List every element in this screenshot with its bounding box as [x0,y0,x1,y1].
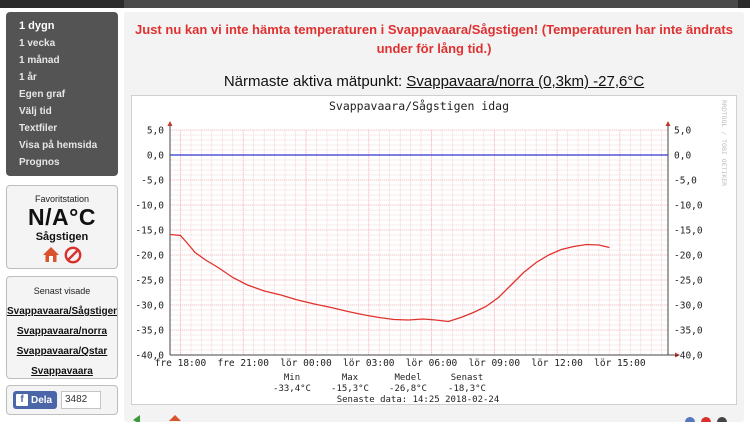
chart-title: Svappavaara/Sågstigen idag [329,99,509,113]
y-tick-label-right: -15,0 [674,226,703,237]
y-tick-label-left: -30,0 [135,301,164,312]
stat-value: -15,3°C [331,384,369,394]
x-tick-label: lör 06:00 [406,358,458,369]
recent-stations-panel: Senast visade Svappavaara/Sågstigen Svap… [6,276,118,379]
x-tick-label: lör 15:00 [594,358,646,369]
stat-label: Min [284,373,300,383]
period-menu: 1 dygn 1 vecka 1 månad 1 år Egen graf Välj ti… [6,12,118,176]
menu-item[interactable]: Egen graf [19,89,66,100]
menu-item[interactable]: 1 dygn [19,20,55,32]
top-bar [0,0,750,8]
y-tick-label-left: -10,0 [135,201,164,212]
stat-label: Medel [394,373,421,383]
y-tick-label-right: -25,0 [674,276,703,287]
plot-area [170,130,668,355]
recent-link[interactable]: Svappavaara [31,366,93,377]
recent-link[interactable]: Svappavaara/norra [16,326,108,337]
temperature-series-line [169,233,610,323]
recent-link[interactable]: Svappavaara/Sågstigen [7,306,118,317]
y-tick-label-left: 0,0 [147,151,164,162]
y-tick-label-left: -20,0 [135,251,164,262]
y-tick-label-left: -5,0 [141,176,164,187]
favorite-station-panel: Favoritstation N/A°C Sågstigen [6,185,118,269]
remove-favorite-icon[interactable] [64,246,82,264]
menu-item[interactable]: Prognos [19,157,60,168]
x-tick-label: fre 18:00 [155,358,207,369]
nearest-station-link[interactable]: Svappavaara/norra (0,3km) -27,6°C [406,73,645,90]
menu-item[interactable]: Välj tid [19,106,52,117]
stat-value: -33,4°C [273,384,311,394]
alert-message: Just nu kan vi inte hämta temperaturen i… [135,22,733,56]
y-tick-label-left: -35,0 [135,326,164,337]
share-count: 3482 [61,391,101,409]
y-tick-label-right: -40,0 [674,351,703,362]
bottom-toolbar [124,410,744,422]
top-bar-segment [124,0,738,8]
x-axis-arrow [675,352,680,358]
stat-value: -26,8°C [389,384,427,394]
menu-item[interactable]: Textfiler [19,123,58,134]
home-icon[interactable] [42,246,60,264]
y-axis-arrow [665,121,671,126]
main-panel: Just nu kan vi inte hämta temperaturen i… [124,12,744,422]
share-panel: f Dela 3482 [6,385,118,415]
y-tick-label-right: -20,0 [674,251,703,262]
facebook-icon: f [16,394,28,406]
info-icon[interactable] [716,414,728,422]
y-tick-label-left: -15,0 [135,226,164,237]
menu-item[interactable]: 1 månad [19,55,60,66]
x-tick-label: lör 03:00 [343,358,395,369]
temperature-chart: 5,0 5,0 0,0 0,0 -5,0 -5,0 -10,0 -10,0 -15,0 -15,0… [131,95,737,405]
x-tick-label: fre 21:00 [217,358,269,369]
y-tick-label-left: 5,0 [147,126,164,137]
y-tick-label-right: 5,0 [674,126,691,137]
close-icon[interactable] [700,414,712,422]
menu-item[interactable]: Visa på hemsida [19,140,98,151]
y-axis-arrow [167,121,173,126]
nearest-prefix: Närmaste aktiva mätpunkt: [223,73,407,90]
y-tick-label-right: -35,0 [674,326,703,337]
y-tick-label-right: -5,0 [674,176,697,187]
y-tick-label-right: -10,0 [674,201,703,212]
recent-link[interactable]: Svappavaara/Qstar [16,346,108,357]
last-data-label: Senaste data: 14:25 2018-02-24 [337,395,500,405]
menu-item[interactable]: 1 vecka [19,38,56,49]
chart-svg: 5,0 5,0 0,0 0,0 -5,0 -5,0 -10,0 -10,0 -15,0 -15,0… [135,99,728,405]
home-small-icon[interactable] [168,414,182,422]
arrow-left-icon[interactable] [132,414,146,422]
nearest-station: Närmaste aktiva mätpunkt: Svappavaara/no… [124,73,744,90]
stat-value: -18,3°C [448,384,486,394]
x-tick-label: lör 09:00 [469,358,521,369]
favorite-station-name: Sågstigen [35,231,89,243]
y-tick-label-right: 0,0 [674,151,691,162]
recent-stations-title: Senast visade [33,286,91,296]
favorite-temperature: N/A°C [28,204,96,230]
y-tick-label-left: -25,0 [135,276,164,287]
menu-item[interactable]: 1 år [19,72,37,83]
x-tick-label: lör 00:00 [280,358,332,369]
favorite-station-title: Favoritstation [34,194,90,204]
chart-watermark: RRDTOOL / TOBI OETIKER [720,100,728,186]
left-column: 1 dygn 1 vecka 1 månad 1 år Egen graf Välj ti… [6,12,118,415]
settings-icon[interactable] [684,414,696,422]
y-tick-label-right: -30,0 [674,301,703,312]
share-label: Dela [31,394,53,406]
x-tick-label: lör 12:00 [531,358,583,369]
stat-label: Max [342,373,359,383]
favorite-actions [7,246,117,264]
facebook-share-button[interactable]: f Dela [13,391,57,409]
y-tick-label-left: -40,0 [135,351,164,362]
stat-label: Senast [451,373,484,383]
